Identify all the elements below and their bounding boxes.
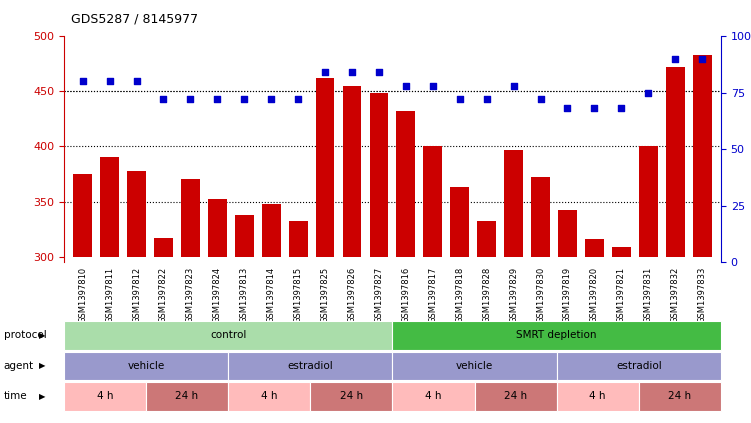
Bar <box>315 78 334 257</box>
Point <box>615 105 627 112</box>
Point <box>185 96 197 103</box>
Text: agent: agent <box>4 361 34 371</box>
Text: 24 h: 24 h <box>668 391 692 401</box>
Text: GSM1397813: GSM1397813 <box>240 267 249 323</box>
Bar <box>397 111 415 257</box>
Text: control: control <box>210 330 246 341</box>
Bar <box>424 146 442 257</box>
Point <box>292 96 304 103</box>
Bar <box>208 199 227 257</box>
Text: estradiol: estradiol <box>616 361 662 371</box>
Point <box>400 82 412 89</box>
Text: GSM1397820: GSM1397820 <box>590 267 599 323</box>
Point <box>508 82 520 89</box>
Bar <box>342 85 361 257</box>
Text: 4 h: 4 h <box>590 391 606 401</box>
Text: protocol: protocol <box>4 330 47 341</box>
Text: GSM1397817: GSM1397817 <box>428 267 437 323</box>
Text: GSM1397832: GSM1397832 <box>671 267 680 323</box>
Text: vehicle: vehicle <box>456 361 493 371</box>
Point <box>535 96 547 103</box>
Point <box>642 89 654 96</box>
Text: GSM1397811: GSM1397811 <box>105 267 114 323</box>
Text: GSM1397823: GSM1397823 <box>186 267 195 323</box>
Text: GDS5287 / 8145977: GDS5287 / 8145977 <box>71 13 198 26</box>
Point <box>373 69 385 76</box>
Text: 24 h: 24 h <box>504 391 527 401</box>
Text: GSM1397816: GSM1397816 <box>401 267 410 323</box>
Text: GSM1397826: GSM1397826 <box>348 267 357 323</box>
Bar <box>235 215 254 257</box>
Text: estradiol: estradiol <box>288 361 333 371</box>
Bar <box>531 177 550 257</box>
Bar <box>477 221 496 257</box>
Bar <box>127 170 146 257</box>
Text: GSM1397827: GSM1397827 <box>375 267 384 323</box>
Text: 4 h: 4 h <box>261 391 277 401</box>
Text: GSM1397828: GSM1397828 <box>482 267 491 323</box>
Text: GSM1397824: GSM1397824 <box>213 267 222 323</box>
Text: GSM1397818: GSM1397818 <box>455 267 464 323</box>
Bar <box>558 210 577 257</box>
Bar <box>74 174 92 257</box>
Text: GSM1397819: GSM1397819 <box>563 267 572 323</box>
Point <box>481 96 493 103</box>
Bar <box>154 238 173 257</box>
Bar <box>369 93 388 257</box>
Point <box>669 55 681 62</box>
Point <box>588 105 600 112</box>
Text: GSM1397821: GSM1397821 <box>617 267 626 323</box>
Bar <box>181 179 200 257</box>
Point <box>562 105 574 112</box>
Bar <box>504 150 523 257</box>
Bar <box>665 67 685 257</box>
Point <box>158 96 170 103</box>
Bar <box>288 221 308 257</box>
Bar <box>585 239 604 257</box>
Bar <box>262 204 281 257</box>
Text: SMRT depletion: SMRT depletion <box>517 330 597 341</box>
Text: GSM1397825: GSM1397825 <box>321 267 330 323</box>
Point <box>427 82 439 89</box>
Bar <box>100 157 119 257</box>
Text: 24 h: 24 h <box>339 391 363 401</box>
Bar <box>612 247 631 257</box>
Text: 4 h: 4 h <box>425 391 442 401</box>
Text: GSM1397815: GSM1397815 <box>294 267 303 323</box>
Text: 4 h: 4 h <box>97 391 113 401</box>
Text: GSM1397829: GSM1397829 <box>509 267 518 323</box>
Point <box>346 69 358 76</box>
Point <box>77 78 89 85</box>
Text: vehicle: vehicle <box>128 361 164 371</box>
Point <box>265 96 277 103</box>
Text: ▶: ▶ <box>39 361 46 371</box>
Text: GSM1397830: GSM1397830 <box>536 267 545 323</box>
Bar <box>692 55 711 257</box>
Point <box>131 78 143 85</box>
Point <box>104 78 116 85</box>
Text: GSM1397822: GSM1397822 <box>159 267 168 323</box>
Text: ▶: ▶ <box>39 331 46 340</box>
Point <box>238 96 250 103</box>
Bar <box>639 146 658 257</box>
Text: ▶: ▶ <box>39 392 46 401</box>
Point <box>319 69 331 76</box>
Text: GSM1397810: GSM1397810 <box>78 267 87 323</box>
Text: GSM1397833: GSM1397833 <box>698 267 707 324</box>
Text: GSM1397812: GSM1397812 <box>132 267 141 323</box>
Text: 24 h: 24 h <box>176 391 198 401</box>
Text: GSM1397814: GSM1397814 <box>267 267 276 323</box>
Bar <box>451 187 469 257</box>
Point <box>454 96 466 103</box>
Point <box>211 96 223 103</box>
Text: time: time <box>4 391 27 401</box>
Text: GSM1397831: GSM1397831 <box>644 267 653 323</box>
Point <box>696 55 708 62</box>
